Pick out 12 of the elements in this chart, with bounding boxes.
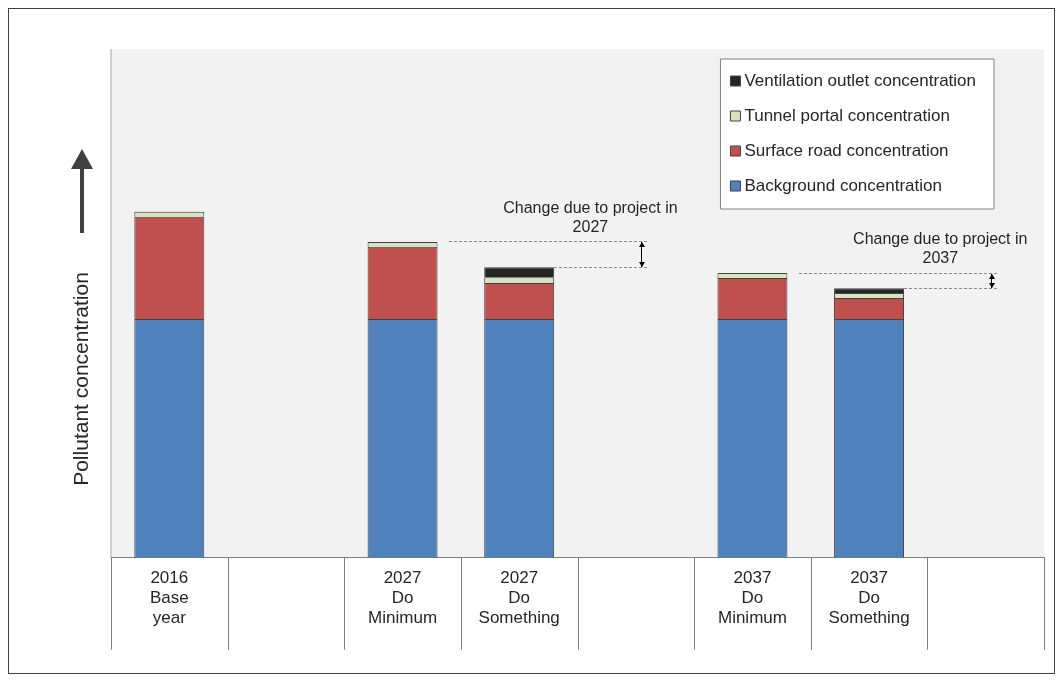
x-tick-label: 2027 Do Minimum [368, 567, 438, 628]
legend-label: Ventilation outlet concentration [744, 70, 977, 90]
annotation: Change due to project in 2027 [502, 197, 679, 236]
legend-label: Surface road concentration [744, 140, 949, 160]
legend-label: Tunnel portal concentration [744, 105, 950, 125]
x-tick-label: 2037 Do Minimum [717, 567, 787, 628]
x-tick-label: 2037 Do Something [828, 567, 910, 628]
annotation: Change due to project in 2037 [852, 229, 1029, 268]
x-tick-label: 2027 Do Something [478, 567, 560, 628]
y-axis-title: Pollutant concentration [69, 272, 93, 486]
x-tick-label: 2016 Base year [149, 567, 189, 628]
legend-label: Background concentration [744, 175, 942, 195]
